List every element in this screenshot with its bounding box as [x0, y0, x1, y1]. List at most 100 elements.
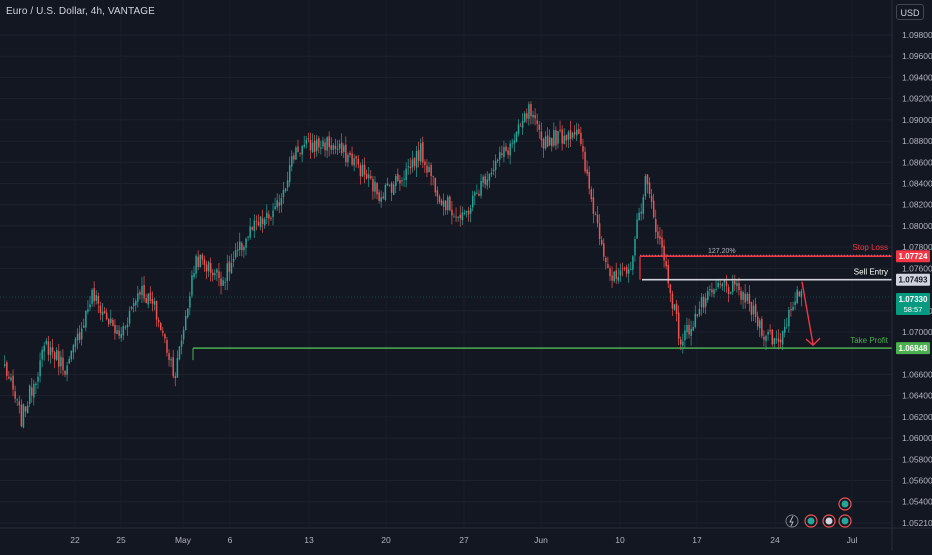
candle-down	[657, 231, 659, 238]
candle-up	[524, 113, 526, 122]
candle-down	[596, 214, 599, 224]
event-icons[interactable]	[785, 497, 852, 528]
candle-countdown: 58:57	[904, 305, 923, 314]
candle-down	[444, 200, 447, 211]
candle-up	[216, 269, 218, 273]
candle-up	[420, 143, 422, 162]
candle-up	[392, 184, 395, 195]
candle-down	[526, 113, 528, 119]
currency-button[interactable]: USD	[896, 4, 924, 20]
candle-down	[646, 174, 649, 185]
candle-up	[469, 208, 472, 214]
candle-down	[51, 347, 54, 353]
take-profit-price-tag	[896, 342, 930, 355]
candle-up	[682, 341, 684, 346]
candle-up	[305, 139, 308, 144]
price-tick-label: 1.08200	[902, 200, 932, 210]
candle-up	[628, 269, 630, 274]
candle-up	[557, 130, 559, 144]
candle-down	[372, 178, 374, 192]
candle-down	[727, 287, 730, 295]
price-tick-label: 1.06400	[902, 391, 932, 401]
candle-down	[538, 124, 541, 130]
candle-down	[270, 218, 272, 219]
candle-up	[457, 216, 459, 218]
candle-down	[155, 300, 158, 320]
candle-down	[58, 351, 60, 367]
candle-down	[605, 257, 607, 263]
economic-event-icon-inner	[841, 500, 849, 508]
candle-up	[284, 188, 287, 192]
candle-down	[702, 296, 705, 308]
candle-up	[249, 226, 251, 238]
candle-down	[261, 218, 264, 225]
candle-down	[436, 190, 439, 197]
candle-down	[769, 329, 771, 332]
candle-down	[763, 336, 765, 340]
candle-down	[241, 243, 243, 251]
candle-down	[680, 339, 682, 345]
price-tick-label: 1.07800	[902, 242, 932, 252]
candle-up	[784, 326, 786, 333]
candle-down	[569, 130, 572, 140]
candle-up	[638, 212, 640, 221]
candle-up	[773, 338, 776, 345]
candle-up	[85, 310, 87, 328]
candle-up	[214, 273, 216, 276]
candle-down	[779, 339, 782, 343]
candle-up	[490, 172, 493, 175]
candle-up	[707, 290, 709, 301]
candle-up	[37, 376, 39, 382]
candle-up	[116, 330, 118, 334]
candle-up	[630, 268, 632, 270]
candle-up	[122, 326, 125, 336]
candle-up	[619, 270, 622, 276]
price-axis[interactable]: 1.09800 1.09600 1.09400 1.09200 1.09000 1.088…	[902, 30, 932, 528]
candle-up	[239, 241, 241, 250]
candle-up	[792, 306, 794, 311]
candle-down	[696, 314, 699, 317]
candle-up	[384, 184, 387, 200]
candle-up	[447, 196, 449, 211]
candle-up	[347, 154, 349, 163]
candle-up	[407, 166, 410, 168]
candle-up	[723, 280, 726, 283]
candle-down	[228, 261, 231, 272]
candle-down	[611, 275, 613, 281]
price-tick-label: 1.09200	[902, 94, 932, 104]
candle-down	[172, 357, 174, 377]
candle-up	[642, 197, 645, 214]
candle-up	[694, 313, 697, 328]
candle-up	[509, 143, 511, 156]
candle-down	[603, 243, 605, 257]
candle-up	[41, 349, 43, 360]
candle-up	[39, 360, 41, 377]
candle-down	[162, 330, 164, 333]
candle-down	[378, 192, 380, 201]
candle-up	[87, 309, 89, 312]
candle-down	[220, 278, 222, 286]
candle-down	[174, 376, 177, 379]
time-tick-label: 27	[459, 535, 469, 545]
candle-up	[288, 165, 291, 183]
candle-up	[80, 328, 83, 340]
price-tick-label: 1.08400	[902, 178, 932, 188]
candle-down	[438, 196, 441, 203]
candle-up	[230, 262, 233, 273]
candle-down	[324, 142, 326, 151]
candle-up	[253, 220, 256, 232]
candle-up	[698, 309, 701, 315]
candle-up	[207, 261, 210, 272]
candle-down	[62, 357, 64, 371]
dividend-lightning-icon[interactable]	[785, 514, 799, 528]
candle-down	[505, 146, 507, 151]
candle-up	[338, 143, 341, 149]
candle-up	[95, 295, 98, 301]
time-axis[interactable]: 22 25 May 6 13 20 27 Jun 10 17 24 Jul	[70, 535, 857, 545]
candle-down	[688, 324, 690, 335]
price-tick-label: 1.06000	[902, 433, 932, 443]
candle-up	[126, 324, 129, 328]
candle-up	[91, 289, 93, 304]
